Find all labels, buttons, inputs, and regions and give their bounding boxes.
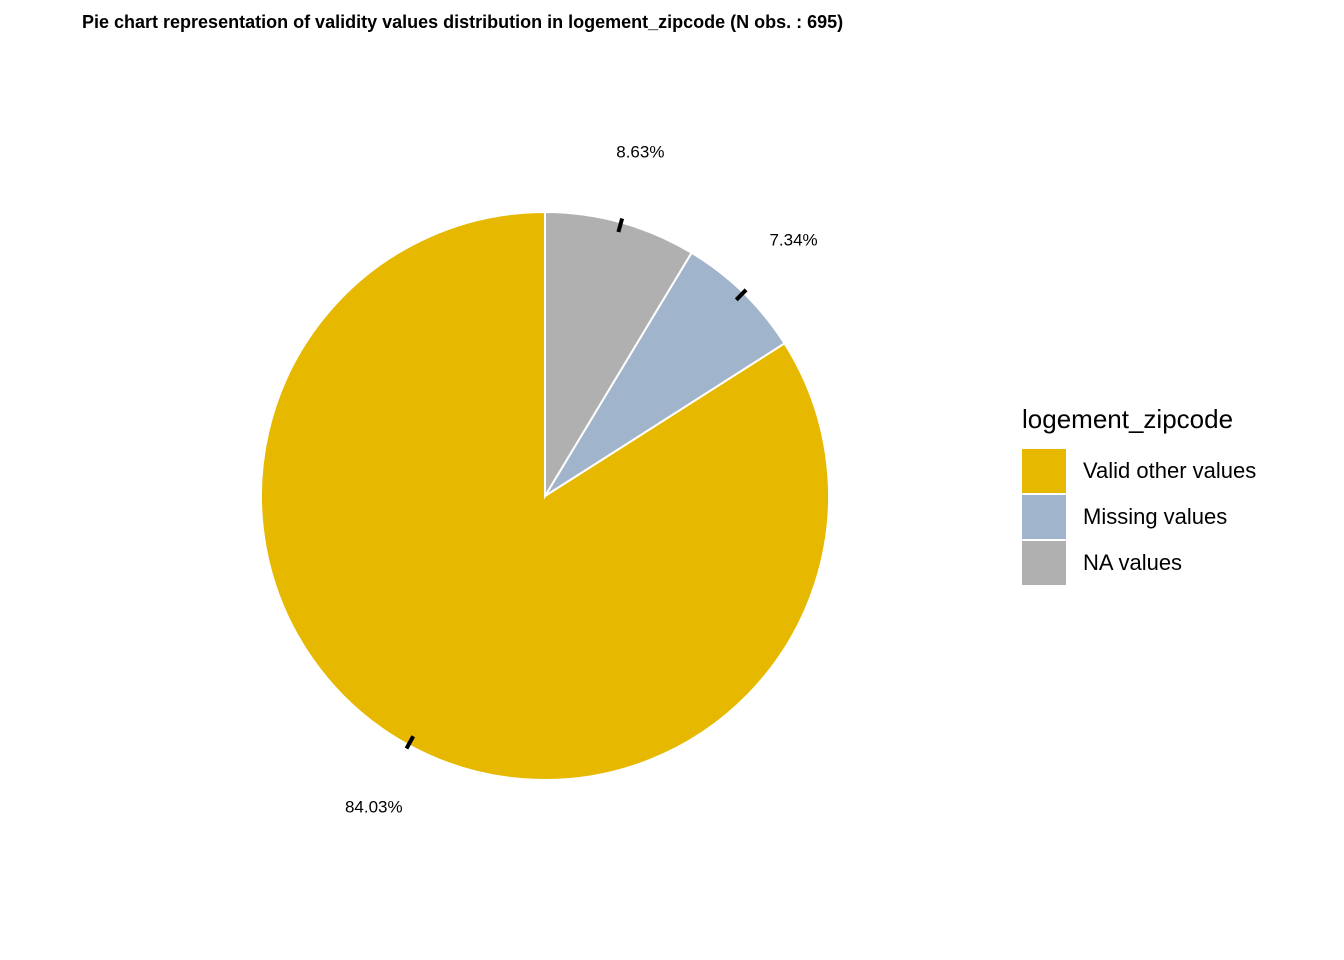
legend-key-swatch	[1022, 541, 1066, 585]
legend: logement_zipcode Valid other values Missi…	[1022, 404, 1256, 586]
legend-title: logement_zipcode	[1022, 404, 1234, 434]
legend-label: Valid other values	[1083, 458, 1257, 483]
legend-label: NA values	[1083, 550, 1183, 575]
chart-title: Pie chart representation of validity val…	[82, 12, 844, 32]
slice-label-valid-other-values: 84.03%	[345, 798, 403, 817]
legend-key-swatch	[1022, 495, 1066, 539]
label-tick-na-values	[616, 217, 625, 233]
legend-item-na-values: NA values	[1022, 540, 1256, 586]
legend-items: Valid other values Missing values NA value…	[1022, 448, 1256, 586]
slice-label-na-values: 8.63%	[616, 142, 664, 161]
label-tick-valid-other-values	[404, 735, 415, 750]
legend-item-valid-other-values: Valid other values	[1022, 448, 1256, 494]
pie-slices	[260, 210, 830, 781]
legend-key-swatch	[1022, 449, 1066, 493]
label-tick-missing-values	[734, 288, 748, 302]
slice-label-missing-values: 7.34%	[769, 231, 817, 250]
legend-label: Missing values	[1083, 504, 1228, 529]
label-ticks	[404, 217, 748, 750]
slice-labels: 84.03% 7.34% 8.63%	[345, 142, 818, 816]
legend-item-missing-values: Missing values	[1022, 494, 1256, 540]
